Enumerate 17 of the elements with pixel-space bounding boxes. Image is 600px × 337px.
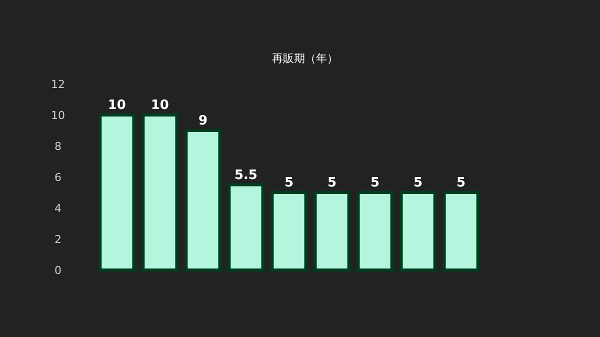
chart-title: 再販期（年）	[272, 52, 338, 65]
y-tick-label: 6	[54, 171, 62, 184]
data-label: 5	[327, 176, 337, 190]
data-label: 5	[370, 176, 380, 190]
y-tick-label: 8	[54, 140, 62, 153]
data-label: 5.5	[234, 168, 258, 183]
data-label: 10	[150, 98, 169, 113]
data-label: 5	[456, 176, 466, 190]
y-tick-label: 4	[54, 202, 62, 215]
y-tick-label: 0	[54, 264, 62, 277]
data-label: 5	[414, 176, 423, 190]
data-label: 10	[108, 98, 126, 113]
y-tick-label: 10	[51, 109, 65, 122]
y-tick-label: 12	[51, 78, 65, 91]
data-label: 5	[284, 176, 294, 190]
data-label: 9	[198, 114, 208, 128]
y-tick-label: 2	[54, 233, 62, 246]
